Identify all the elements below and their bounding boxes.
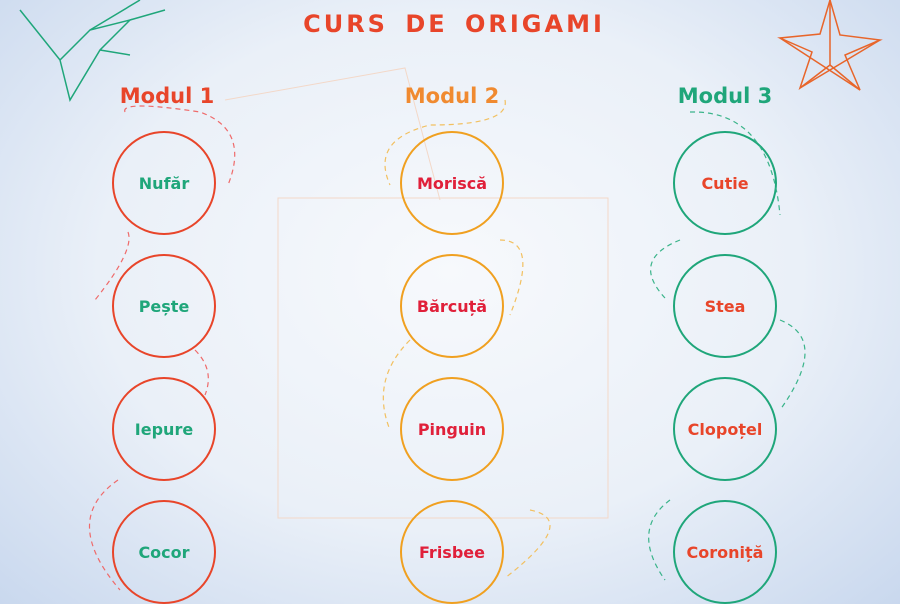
origami-crane-icon [19, 0, 166, 102]
lesson-barcuta: Bărcuță [400, 254, 504, 358]
module-3-title: Modul 3 [677, 84, 773, 108]
lesson-coronita: Coroniță [673, 500, 777, 604]
lesson-stea: Stea [673, 254, 777, 358]
module-1-title: Modul 1 [119, 84, 215, 108]
lesson-frisbee: Frisbee [400, 500, 504, 604]
lesson-morisca: Moriscă [400, 131, 504, 235]
lesson-clopotel: Clopoțel [673, 377, 777, 481]
lesson-cocor: Cocor [112, 500, 216, 604]
page-title: CURS DE ORIGAMI [303, 10, 605, 38]
lesson-pinguin: Pinguin [400, 377, 504, 481]
lesson-cutie: Cutie [673, 131, 777, 235]
module-2-title: Modul 2 [404, 84, 500, 108]
origami-star-icon [777, 0, 883, 91]
lesson-nufar: Nufăr [112, 131, 216, 235]
lesson-iepure: Iepure [112, 377, 216, 481]
lesson-peste: Pește [112, 254, 216, 358]
